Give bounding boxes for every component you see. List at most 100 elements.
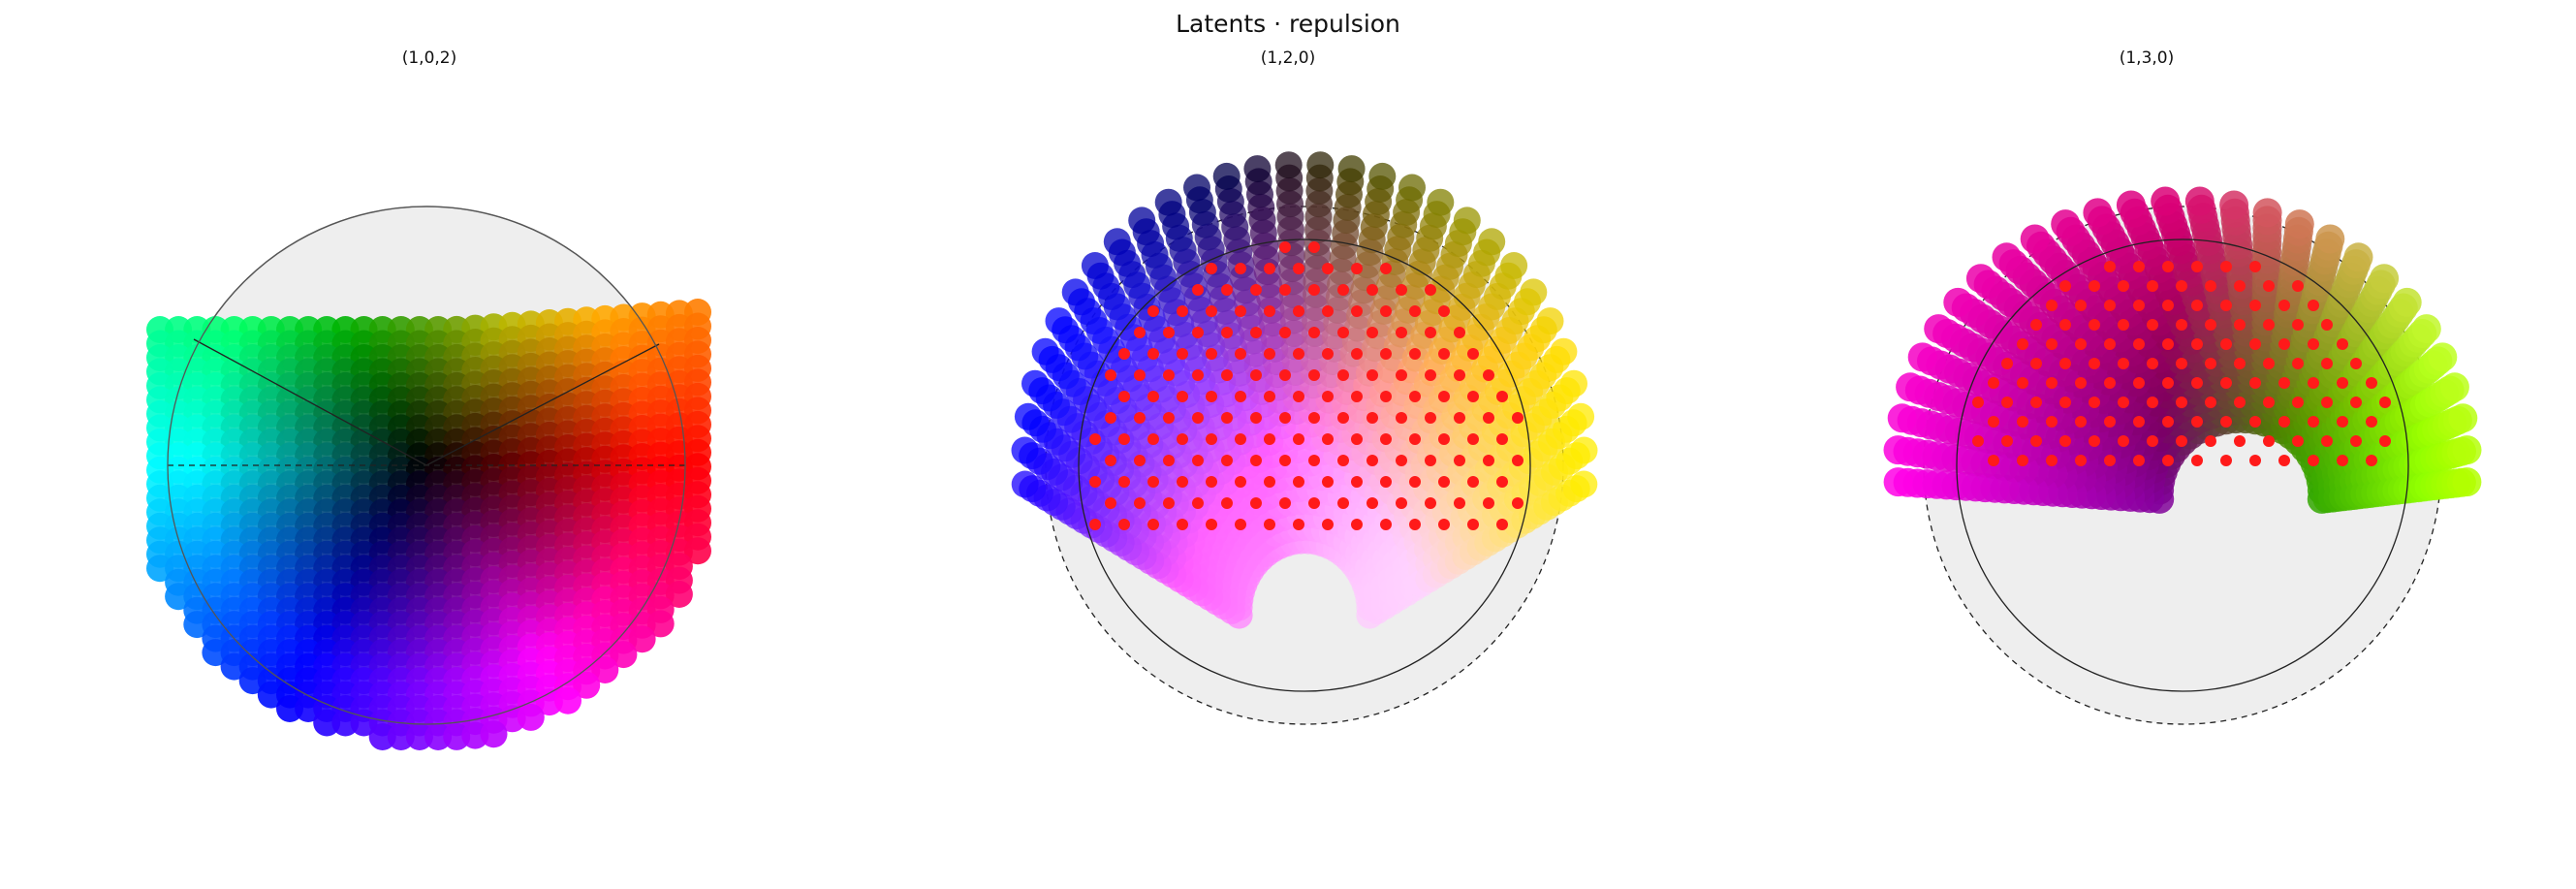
red-marker	[2278, 377, 2290, 389]
red-marker	[1177, 476, 1188, 488]
red-marker	[2220, 261, 2232, 272]
red-marker	[1163, 455, 1175, 466]
latent-point	[1520, 278, 1548, 306]
red-marker	[1425, 497, 1436, 509]
latent-point	[1061, 278, 1089, 306]
red-marker	[2292, 280, 2304, 292]
red-marker	[1496, 476, 1508, 488]
red-marker	[1367, 284, 1378, 296]
red-marker	[1163, 412, 1175, 424]
latent-point	[1011, 470, 1039, 498]
latent-point	[1031, 337, 1059, 365]
red-marker	[2191, 300, 2203, 311]
red-marker	[2104, 377, 2116, 389]
latent-point	[1128, 206, 1156, 235]
red-marker	[2104, 338, 2116, 350]
red-marker	[1483, 412, 1494, 424]
red-marker	[2308, 455, 2319, 466]
red-marker	[1425, 284, 1436, 296]
latent-point	[313, 709, 341, 737]
red-marker	[2234, 358, 2246, 369]
red-marker	[1221, 327, 1233, 338]
red-marker	[2001, 435, 2013, 447]
red-marker	[1467, 519, 1479, 530]
latent-point	[1453, 206, 1481, 235]
red-marker	[2118, 435, 2129, 447]
red-marker	[2321, 435, 2333, 447]
latent-point	[1570, 470, 1598, 498]
red-marker	[1264, 476, 1275, 488]
red-marker	[1134, 327, 1146, 338]
red-marker	[2337, 338, 2348, 350]
red-marker	[1206, 305, 1217, 317]
red-marker	[1264, 263, 1275, 274]
red-marker	[1396, 497, 1407, 509]
subplot-3-title: (1,3,0)	[2119, 48, 2175, 68]
latent-point	[2020, 224, 2050, 254]
latent-point	[1154, 188, 1182, 216]
red-marker	[1264, 348, 1275, 360]
red-marker	[1177, 391, 1188, 402]
red-marker	[2249, 261, 2261, 272]
red-marker	[1264, 519, 1275, 530]
red-marker	[1293, 391, 1304, 402]
red-marker	[2278, 416, 2290, 428]
red-marker	[1322, 519, 1334, 530]
red-marker	[1206, 519, 1217, 530]
red-marker	[1988, 377, 1999, 389]
red-marker	[1192, 412, 1204, 424]
red-marker	[1250, 497, 1262, 509]
red-marker	[1467, 391, 1479, 402]
latent-point	[573, 671, 601, 699]
subplot-2: (1,2,0)	[859, 0, 1717, 889]
red-marker	[1279, 412, 1291, 424]
red-marker	[1118, 348, 1130, 360]
red-marker	[1322, 476, 1334, 488]
red-marker	[1118, 476, 1130, 488]
red-marker	[2366, 455, 2377, 466]
red-marker	[2205, 397, 2216, 408]
red-marker	[2191, 416, 2203, 428]
red-marker	[1235, 348, 1246, 360]
red-marker	[1206, 476, 1217, 488]
red-marker	[1308, 455, 1320, 466]
red-marker	[2118, 319, 2129, 331]
latent-point	[1907, 342, 1937, 372]
red-marker	[1367, 455, 1378, 466]
red-marker	[2337, 416, 2348, 428]
red-marker	[1337, 455, 1349, 466]
red-marker	[1396, 369, 1407, 381]
red-marker	[2046, 338, 2058, 350]
red-marker	[2249, 338, 2261, 350]
red-marker	[1351, 519, 1363, 530]
latent-point	[1924, 314, 1954, 344]
red-marker	[1177, 305, 1188, 317]
red-marker	[2191, 455, 2203, 466]
latent-point	[1081, 252, 1109, 279]
red-marker	[1496, 391, 1508, 402]
red-marker	[2337, 377, 2348, 389]
red-marker	[2133, 338, 2145, 350]
radial-line-left	[193, 338, 427, 466]
latent-point	[202, 639, 230, 667]
red-marker	[1221, 455, 1233, 466]
red-marker	[1192, 327, 1204, 338]
latent-point	[2411, 314, 2441, 344]
red-marker	[2030, 358, 2042, 369]
red-marker	[1177, 519, 1188, 530]
red-marker	[1279, 497, 1291, 509]
red-marker	[1293, 433, 1304, 445]
latent-point	[1536, 307, 1564, 335]
red-marker	[1351, 263, 1363, 274]
red-marker	[1409, 519, 1421, 530]
red-marker	[2089, 397, 2100, 408]
latent-point	[1427, 188, 1455, 216]
red-marker	[2089, 280, 2100, 292]
red-marker	[2176, 358, 2187, 369]
unit-circle-outline	[1956, 238, 2409, 692]
latent-points	[146, 299, 711, 750]
red-marker	[2350, 358, 2362, 369]
red-marker	[1409, 391, 1421, 402]
red-marker	[1192, 284, 1204, 296]
red-marker	[2104, 300, 2116, 311]
